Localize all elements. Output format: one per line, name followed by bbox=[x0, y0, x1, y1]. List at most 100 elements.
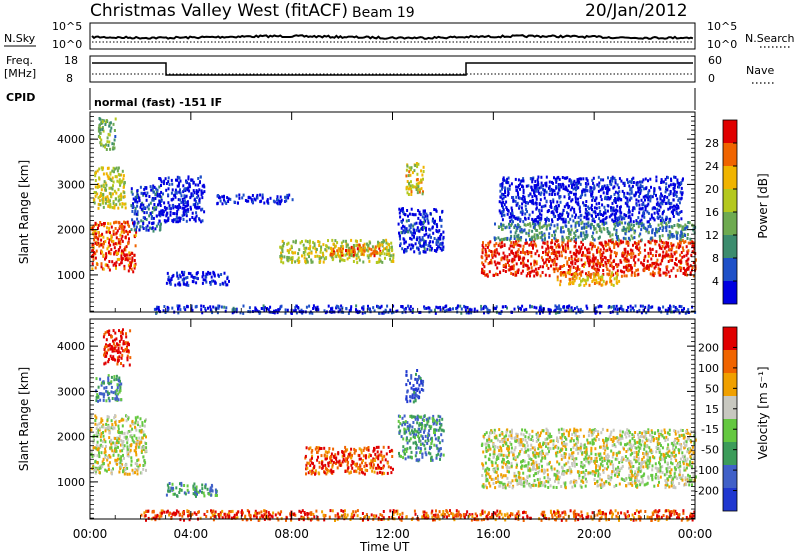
power-cell bbox=[334, 254, 337, 258]
velocity-cell bbox=[135, 450, 137, 454]
power-cell bbox=[363, 249, 366, 253]
velocity-cell bbox=[95, 427, 98, 430]
power-cell bbox=[117, 199, 120, 203]
power-cell bbox=[553, 268, 556, 272]
power-cell bbox=[544, 250, 547, 254]
power-cell bbox=[143, 211, 146, 215]
power-cell bbox=[605, 191, 608, 195]
power-cell bbox=[622, 225, 625, 229]
power-cell bbox=[97, 129, 100, 133]
power-cell bbox=[653, 211, 656, 215]
power-cell bbox=[151, 188, 154, 192]
power-cell bbox=[517, 305, 520, 309]
power-cell bbox=[515, 229, 518, 233]
power-cell bbox=[100, 234, 102, 238]
power-cell bbox=[254, 309, 257, 313]
power-cell bbox=[692, 261, 695, 265]
power-cell bbox=[531, 195, 534, 199]
power-cell bbox=[439, 308, 442, 312]
power-cell bbox=[661, 229, 664, 232]
power-cell bbox=[565, 309, 568, 313]
power-cell bbox=[564, 246, 567, 250]
power-cell bbox=[546, 244, 549, 248]
power-cell bbox=[361, 252, 364, 256]
power-cell bbox=[536, 178, 539, 182]
power-cell bbox=[570, 308, 573, 312]
power-cell bbox=[511, 208, 514, 212]
power-cell bbox=[669, 304, 671, 308]
power-cell bbox=[402, 224, 404, 228]
power-cell bbox=[419, 179, 422, 183]
power-cell bbox=[585, 210, 588, 213]
power-ylabel: Slant Range [km] bbox=[17, 160, 31, 264]
power-cell bbox=[693, 242, 696, 246]
power-cell bbox=[281, 239, 284, 243]
power-cell bbox=[508, 253, 511, 257]
power-cell bbox=[484, 273, 487, 277]
power-cell bbox=[514, 224, 517, 228]
power-cell bbox=[112, 180, 115, 184]
power-cell bbox=[362, 253, 365, 257]
velocity-cell bbox=[91, 455, 94, 458]
power-cell bbox=[354, 253, 357, 257]
power-cell bbox=[217, 273, 220, 277]
power-cell bbox=[691, 250, 694, 254]
power-cell bbox=[419, 227, 422, 231]
power-cell bbox=[685, 261, 688, 265]
power-cell bbox=[437, 236, 440, 240]
power-cell bbox=[610, 206, 612, 210]
power-cell bbox=[564, 187, 567, 191]
power-cell bbox=[660, 179, 663, 183]
power-cell bbox=[563, 264, 565, 267]
power-cell bbox=[639, 251, 642, 255]
power-cell bbox=[615, 240, 618, 244]
power-cell bbox=[428, 227, 431, 231]
power-cell bbox=[304, 259, 307, 263]
power-cell bbox=[409, 184, 412, 188]
power-cell bbox=[559, 273, 562, 277]
power-cell bbox=[663, 271, 666, 275]
power-cell bbox=[105, 230, 108, 234]
power-cell bbox=[680, 260, 683, 264]
velocity-cell bbox=[108, 431, 111, 435]
power-cell bbox=[579, 182, 582, 186]
power-cell bbox=[602, 191, 605, 195]
power-cell bbox=[613, 185, 616, 189]
power-cell bbox=[209, 308, 212, 312]
power-cell bbox=[512, 241, 515, 245]
velocity-cell bbox=[124, 347, 127, 351]
power-cell bbox=[679, 269, 682, 273]
power-cell bbox=[677, 185, 679, 189]
power-cell bbox=[130, 261, 133, 265]
power-cell bbox=[198, 218, 201, 222]
power-cell bbox=[595, 248, 598, 252]
power-cell bbox=[663, 241, 665, 245]
power-cell bbox=[115, 264, 117, 268]
power-cell bbox=[509, 219, 512, 223]
power-cell bbox=[601, 222, 604, 226]
power-cell bbox=[503, 254, 506, 258]
power-cell bbox=[113, 252, 116, 256]
power-cell bbox=[589, 188, 592, 192]
power-cell bbox=[117, 249, 120, 253]
power-cell bbox=[648, 223, 651, 227]
power-cell bbox=[535, 306, 538, 310]
power-cell bbox=[100, 184, 103, 188]
power-cell bbox=[559, 265, 562, 269]
power-cell bbox=[348, 309, 351, 313]
power-cell bbox=[564, 185, 567, 189]
power-cell bbox=[301, 254, 303, 258]
power-cell bbox=[424, 250, 427, 254]
power-cell bbox=[148, 214, 151, 218]
power-cell bbox=[675, 257, 677, 261]
power-cell bbox=[325, 249, 328, 253]
power-cell bbox=[577, 251, 580, 255]
power-cell bbox=[382, 239, 385, 243]
power-cell bbox=[657, 263, 660, 267]
velocity-cell bbox=[90, 415, 93, 419]
power-cell bbox=[669, 183, 672, 187]
power-cell bbox=[548, 192, 551, 196]
power-cell bbox=[616, 265, 619, 269]
power-cell bbox=[667, 270, 670, 274]
